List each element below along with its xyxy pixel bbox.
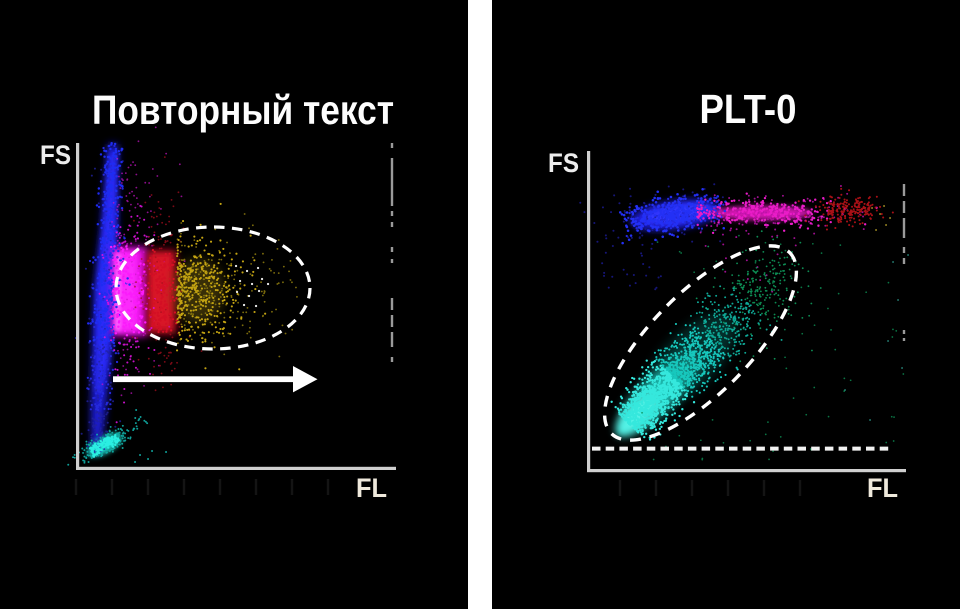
svg-text:FS: FS — [40, 140, 71, 170]
svg-text:PLT-0: PLT-0 — [700, 86, 797, 132]
svg-text:FL: FL — [867, 473, 898, 503]
svg-text:Повторный текст: Повторный текст — [92, 87, 394, 133]
svg-text:FL: FL — [356, 473, 387, 503]
svg-text:FS: FS — [548, 148, 579, 178]
